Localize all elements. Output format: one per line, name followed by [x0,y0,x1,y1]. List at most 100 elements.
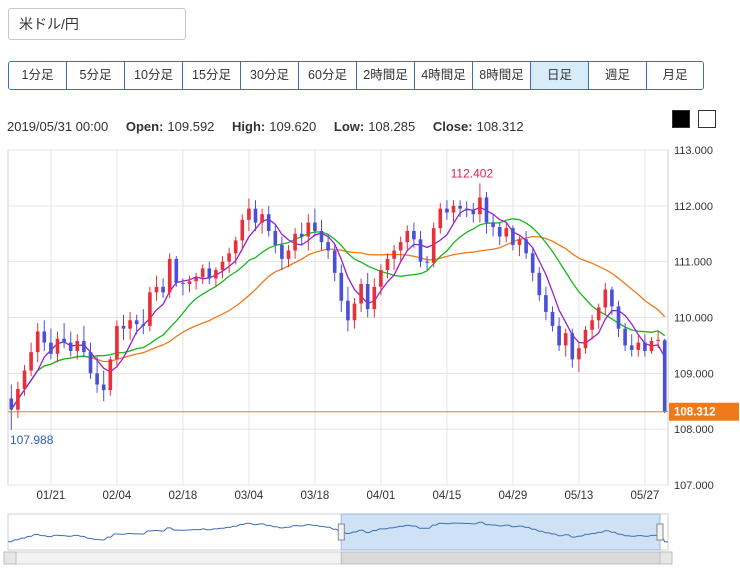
candle-body [385,258,390,271]
candle-body [200,268,205,278]
timeframe-tab-3[interactable]: 15分足 [183,62,241,89]
timeframe-tab-11[interactable]: 月足 [647,62,703,89]
candle-body [214,270,218,279]
candle-body [372,286,377,310]
candle-body [557,325,561,346]
candle-body [438,208,443,229]
candle-body [88,352,93,374]
candle-body [662,340,667,412]
candle-body [306,222,311,237]
candle-body [286,250,291,259]
candle-body [346,300,350,321]
candle-body [365,284,370,310]
candle-body [115,325,119,360]
candle-body [16,388,20,410]
candle-body [504,228,509,237]
candle-body [319,230,324,243]
candle-body [550,311,555,326]
candle-body [497,227,502,237]
x-tick-label: 02/04 [103,490,132,502]
candle-body [570,333,575,360]
candle-body [280,244,284,259]
candle-body [75,340,80,351]
open-label: Open: [125,119,164,134]
min-price-annotation: 107.988 [10,433,54,447]
candle-body [9,398,14,410]
candle-body [577,348,581,360]
timeframe-tab-6[interactable]: 2時間足 [357,62,415,89]
candle-body [643,342,647,351]
candle-body [121,325,126,329]
timeframe-tab-9[interactable]: 日足 [531,62,589,89]
candle-body [656,339,660,341]
candle-body [398,242,403,251]
scrollbar-thumb [340,551,661,565]
x-tick-label: 04/15 [433,490,462,502]
candle-body [544,295,548,312]
timeframe-tab-0[interactable]: 1分足 [9,62,67,89]
candle-body [610,289,614,307]
candle-body [240,219,245,241]
navigator-handle-left [337,523,345,541]
timeframe-tab-5[interactable]: 60分足 [299,62,357,89]
timeframe-tabs: 1分足 5分足 10分足 15分足 30分足 60分足 2時間足 4時間足 8時間足 日足 週足 月足 [8,61,704,90]
timeframe-tab-7[interactable]: 4時間足 [415,62,473,89]
y-tick-label: 108.000 [674,424,714,436]
candle-body [29,352,33,371]
candle-body [418,239,423,262]
dark-theme-toggle[interactable] [672,110,690,128]
timeframe-tab-4[interactable]: 30分足 [241,62,299,89]
candle-body [22,370,27,389]
timeframe-tab-8[interactable]: 8時間足 [473,62,531,89]
candle-body [590,320,594,330]
currency-pair-field[interactable]: 米ドル/円 [8,8,186,40]
candle-body [379,270,383,287]
candle-body [207,268,212,279]
candle-body [101,384,106,391]
candle-body [194,277,198,282]
x-tick-label: 04/01 [367,490,396,502]
candle-body [392,250,396,259]
candle-body [425,261,429,263]
navigator-handle-right [656,523,664,541]
candle-body [412,230,416,240]
candle-body [55,338,60,354]
candle-body [326,242,330,251]
candle-body [524,239,528,254]
candle-body [273,230,278,245]
timeframe-tab-1[interactable]: 5分足 [67,62,125,89]
light-theme-toggle[interactable] [698,110,716,128]
high-label: High: [232,119,266,134]
y-tick-label: 111.000 [674,257,712,269]
candle-body [464,208,469,211]
candle-body [405,230,410,243]
candle-body [299,233,304,237]
ma-long-line [10,235,666,410]
candle-body [253,208,258,223]
candle-body [82,340,86,353]
high-value: 109.620 [269,119,317,134]
candle-body [293,233,297,251]
low-label: Low: [333,119,365,134]
x-tick-label: 03/18 [301,490,330,502]
ma-short-line [10,206,666,410]
x-tick-label: 05/13 [565,490,594,502]
candle-body [266,214,271,231]
x-tick-label: 03/04 [235,490,264,502]
y-tick-label: 109.000 [674,368,714,380]
candle-body [451,205,456,213]
candle-body [484,197,489,223]
timeframe-tab-10[interactable]: 週足 [589,62,647,89]
candle-body [174,258,179,283]
candle-body [42,331,47,343]
candle-body [227,253,231,262]
max-price-annotation: 112.402 [451,166,494,180]
scrollbar-arrow-left [3,551,17,565]
candle-body [141,324,146,326]
timeframe-tab-2[interactable]: 10分足 [125,62,183,89]
candle-body [167,258,172,293]
candle-body [530,253,535,273]
range-navigator[interactable] [0,510,740,570]
candle-body [220,261,225,271]
candle-body [636,342,641,350]
